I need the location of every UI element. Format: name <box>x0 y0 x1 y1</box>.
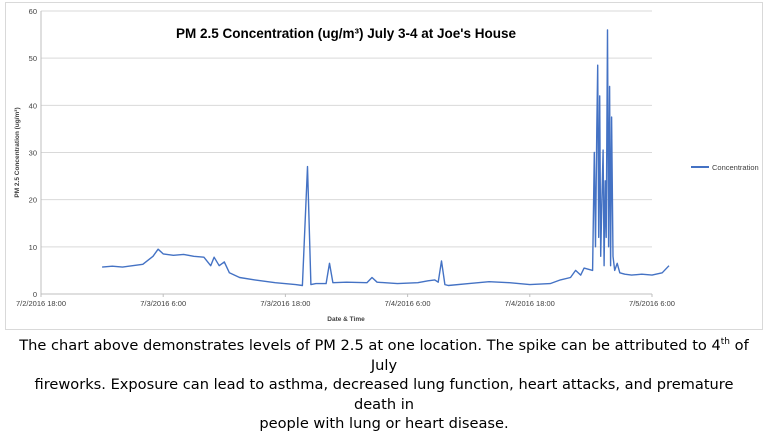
chart-title: PM 2.5 Concentration (ug/m³) July 3-4 at… <box>176 26 517 41</box>
y-tick-label: 30 <box>29 149 37 158</box>
chart-frame: 0 10 20 30 40 50 60 7/2/2016 18:00 7/3/2016 6:00… <box>5 2 763 330</box>
y-tick-label: 40 <box>29 101 37 110</box>
x-tick-label: 7/4/2016 18:00 <box>505 299 555 308</box>
series-line-concentration <box>102 29 670 287</box>
x-tick-label: 7/4/2016 6:00 <box>385 299 431 308</box>
x-tick-label: 7/3/2016 6:00 <box>140 299 186 308</box>
caption-line-1: The chart above demonstrates levels of P… <box>19 337 749 374</box>
y-tick-label: 10 <box>29 243 37 252</box>
chart-caption: The chart above demonstrates levels of P… <box>14 336 754 434</box>
caption-line-2: fireworks. Exposure can lead to asthma, … <box>34 376 734 413</box>
y-tick-label: 60 <box>29 7 37 16</box>
caption-line-3: people with lung or heart disease. <box>259 415 509 432</box>
x-tick-label: 7/2/2016 18:00 <box>16 299 66 308</box>
pm25-line-chart: 0 10 20 30 40 50 60 7/2/2016 18:00 7/3/2016 6:00… <box>14 7 759 323</box>
y-tick-label: 20 <box>29 196 37 205</box>
x-tick-label: 7/3/2016 18:00 <box>260 299 310 308</box>
x-axis-label: Date & Time <box>327 316 365 323</box>
y-axis-label: PM 2.5 Concentration (ug/m³) <box>14 107 21 197</box>
y-tick-label: 0 <box>33 290 37 299</box>
y-tick-label: 50 <box>29 54 37 63</box>
legend-label: Concentration <box>712 163 759 172</box>
x-tick-label: 7/5/2016 6:00 <box>629 299 675 308</box>
